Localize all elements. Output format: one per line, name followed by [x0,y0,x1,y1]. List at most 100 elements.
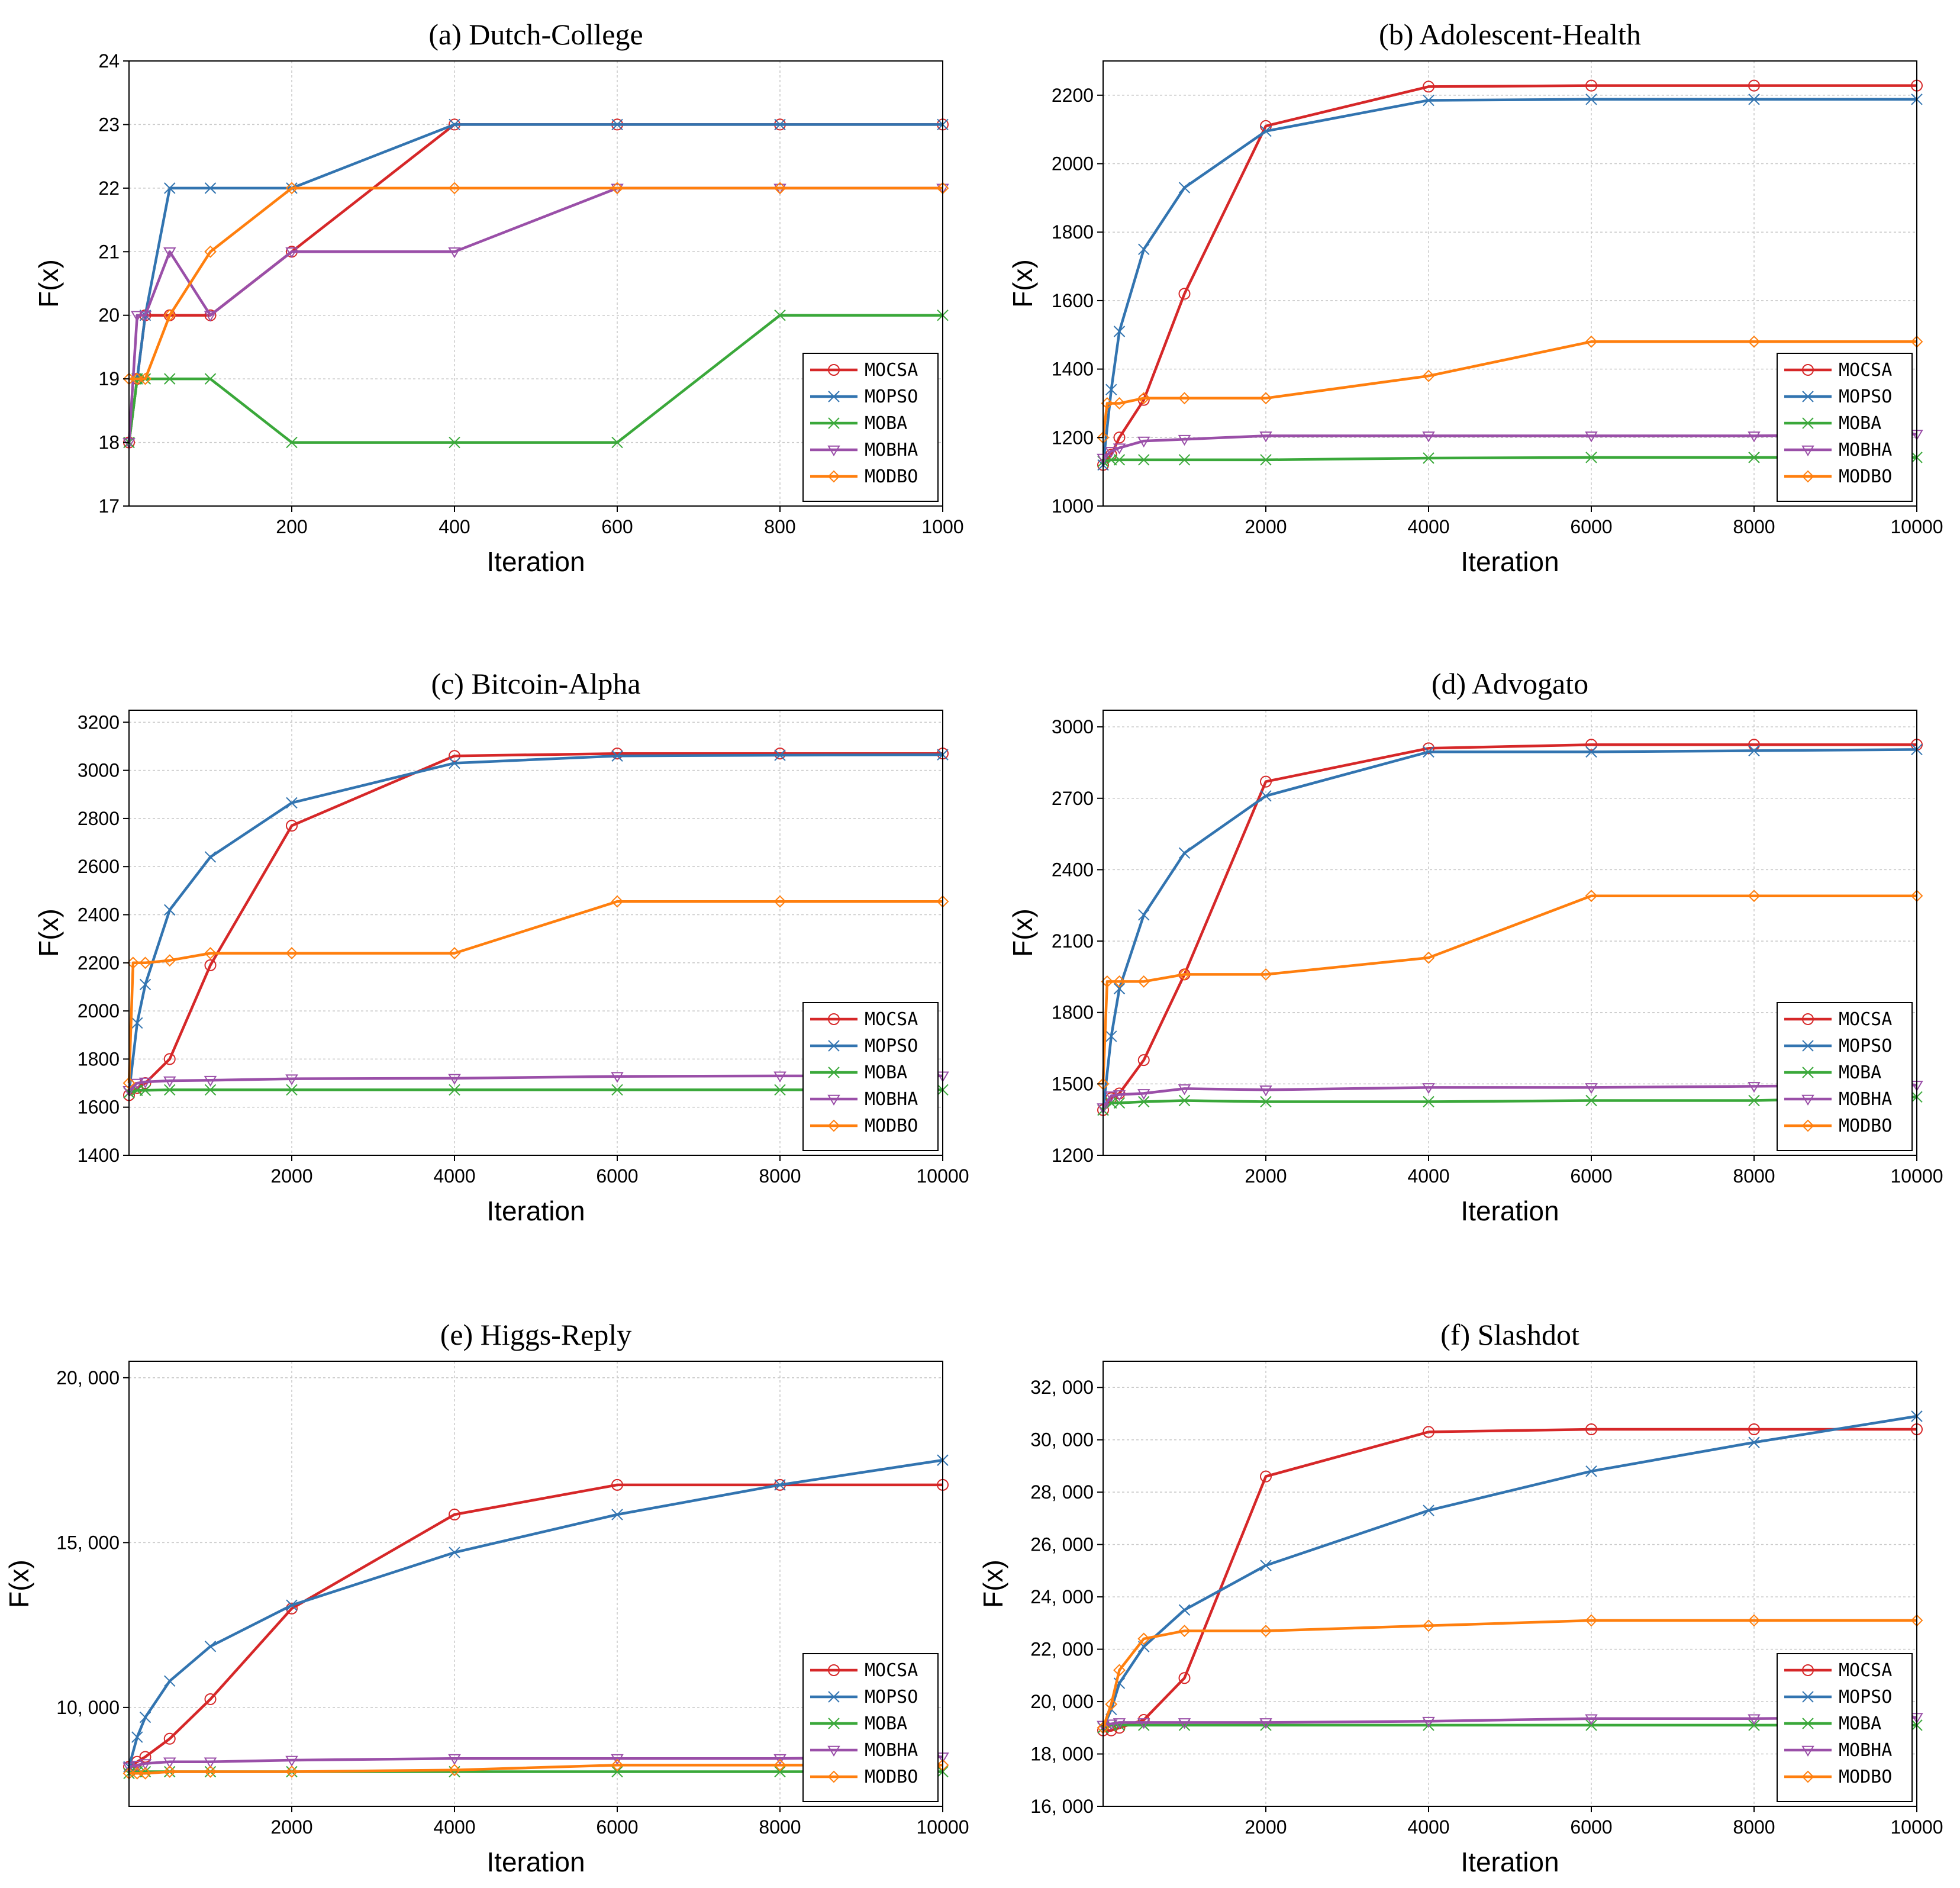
x-axis-label: Iteration [486,546,585,577]
data-point-moba [1113,454,1126,466]
data-point-modbo [611,182,624,195]
x-axis-label: Iteration [486,1847,585,1877]
legend-label-mocsa: MOCSA [1839,1660,1892,1681]
legend-marker-mocsa [828,364,840,376]
legend: MOCSA MOPSO MOBA MOBHA MODBO [1777,1653,1913,1802]
x-tick-label: 8000 [1733,516,1775,537]
data-point-moba [286,436,298,449]
x-tick-label: 4000 [1407,1165,1449,1187]
x-tick-label: 2000 [1245,1816,1287,1838]
data-point-modbo [1113,1664,1126,1677]
legend: MOCSA MOPSO MOBA MOBHA MODBO [802,1002,939,1151]
data-point-mobha [1422,431,1435,443]
data-point-modbo [1178,968,1191,981]
data-point-modbo [163,954,176,967]
y-tick-label: 18, 000 [1030,1744,1094,1765]
data-point-mobha [204,311,217,322]
data-point-moba [204,1084,217,1096]
data-point-mopso [1178,847,1191,859]
legend-marker-mocsa [828,1013,840,1025]
data-point-mocsa [1178,288,1191,300]
x-tick-label: 400 [439,516,470,537]
x-tick-label: 6000 [1570,1816,1612,1838]
data-point-modbo [1585,890,1598,903]
data-point-mocsa [1748,79,1760,92]
data-point-mocsa [1113,431,1126,444]
y-tick-label: 1000 [1052,495,1094,517]
data-point-moba [1585,452,1597,463]
data-point-moba [139,1084,151,1096]
data-point-moba [1260,454,1272,466]
y-tick-label: 1600 [78,1097,120,1118]
data-point-modbo [285,182,298,195]
legend-marker-moba [1802,417,1814,429]
x-axis-label: Iteration [1461,1847,1559,1877]
y-axis-label: F(x) [978,1560,1008,1608]
chart-panel-2: 2000 4000 6000 8000 10000 1000 1200 1400 1600 180… [1007,18,1943,577]
data-point-mopso [1178,1604,1191,1616]
data-point-mocsa [1585,739,1597,751]
y-tick-label: 2200 [1052,85,1094,106]
data-point-mocsa [1423,1426,1434,1438]
y-tick-label: 1800 [78,1048,120,1069]
legend-marker-mobha [1801,1094,1814,1106]
data-point-moba [449,1084,460,1096]
y-tick-label: 20, 000 [56,1367,120,1388]
legend-marker-modbo [827,470,840,483]
legend-label-modbo: MODBO [1839,1116,1892,1136]
legend-box [802,1002,939,1151]
data-point-modbo [1422,951,1435,964]
data-point-mopso [449,757,460,769]
data-point-mopso [774,749,786,761]
data-point-mobha [1113,1718,1126,1729]
data-point-mopso [286,1599,298,1611]
legend-label-mopso: MOPSO [865,386,918,407]
data-point-mopso [1585,94,1597,105]
x-tick-label: 6000 [596,1816,638,1838]
data-point-modbo [1113,975,1126,988]
data-point-mobha [285,247,298,259]
data-point-mocsa [449,750,460,762]
data-point-mocsa [1585,1423,1597,1436]
legend-marker-modbo [1801,1770,1814,1783]
data-point-mocsa [204,959,217,971]
y-tick-label: 1800 [1052,221,1094,243]
data-point-mobha [1259,1085,1272,1097]
data-point-moba [286,1084,298,1096]
series-line-mopso [127,123,943,443]
x-axis-label: Iteration [1461,1196,1559,1226]
data-point-mobha [448,247,461,259]
data-point-mopso [774,1479,786,1491]
legend-label-modbo: MODBO [865,1767,918,1787]
data-point-modbo [773,895,786,908]
data-point-modbo [131,372,144,385]
data-point-mopso [1138,243,1150,255]
data-point-mopso [1423,746,1434,758]
data-point-moba [774,1765,786,1778]
x-tick-label: 4000 [433,1816,475,1838]
data-point-modbo [285,947,298,959]
x-tick-label: 4000 [433,1165,475,1187]
legend-marker-moba [828,417,840,429]
data-point-mopso [1178,182,1191,194]
y-tick-label: 22, 000 [1030,1639,1094,1660]
y-tick-label: 19 [98,368,120,389]
x-tick-label: 600 [601,516,633,537]
legend-label-mocsa: MOCSA [865,1660,918,1681]
data-point-mobha [611,1754,624,1765]
data-point-modbo [1422,369,1435,382]
x-tick-label: 4000 [1407,1816,1449,1838]
data-point-mopso [449,118,460,131]
data-point-mocsa [449,1509,460,1521]
data-point-mopso [1585,1465,1597,1477]
data-point-mobha [611,1072,624,1083]
data-point-modbo [1259,968,1272,981]
data-point-mopso [1748,745,1760,757]
data-point-mocsa [611,1478,623,1491]
data-point-moba [1748,1094,1760,1107]
data-point-moba [1748,452,1760,463]
series-line-mopso [127,753,943,1093]
data-point-modbo [448,947,461,959]
y-tick-label: 2000 [1052,153,1094,175]
legend-marker-mocsa [1802,1013,1814,1025]
